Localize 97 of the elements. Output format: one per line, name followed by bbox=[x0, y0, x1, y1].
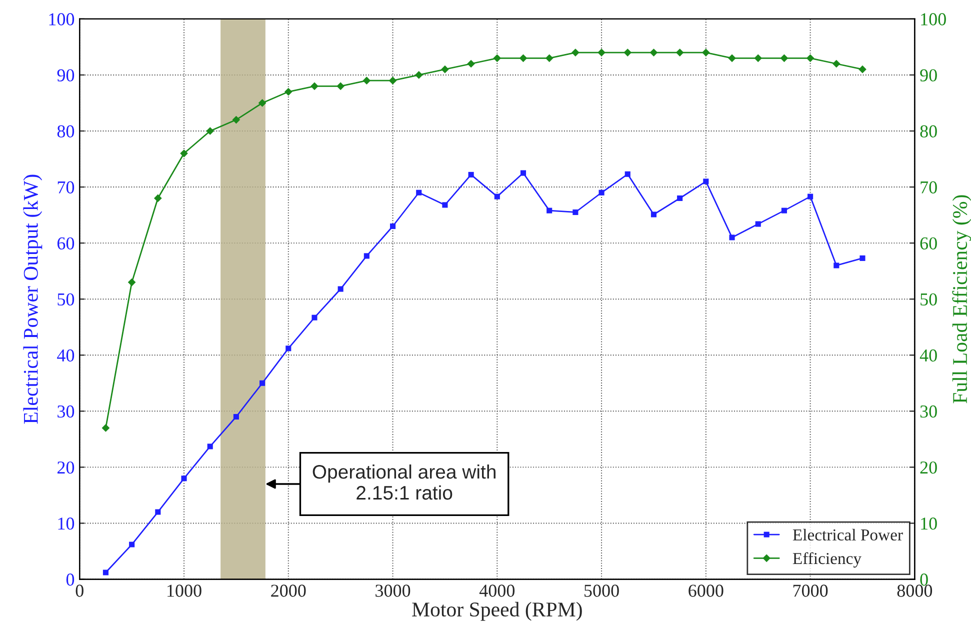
legend-label: Efficiency bbox=[792, 552, 862, 568]
y-tick-label: 60 bbox=[57, 237, 74, 250]
point bbox=[545, 54, 554, 62]
point bbox=[129, 542, 135, 548]
x-tick-label: 3000 bbox=[376, 584, 410, 597]
point bbox=[624, 48, 632, 56]
y-tick-label: 100 bbox=[49, 13, 74, 26]
y2-tick-label: 30 bbox=[920, 405, 937, 418]
point bbox=[858, 65, 866, 74]
point bbox=[181, 476, 187, 482]
point bbox=[754, 54, 762, 62]
point bbox=[677, 195, 683, 202]
point bbox=[207, 444, 213, 450]
y2-tick-label: 50 bbox=[920, 293, 937, 306]
point bbox=[467, 60, 475, 68]
y-tick-label: 30 bbox=[58, 405, 74, 418]
point bbox=[624, 171, 630, 177]
x-tick-label: 0 bbox=[76, 584, 84, 597]
legend-label: Electrical Power bbox=[792, 528, 903, 541]
point bbox=[546, 208, 552, 214]
point bbox=[729, 234, 735, 240]
y2-tick-label: 60 bbox=[920, 237, 937, 250]
point bbox=[442, 202, 448, 208]
point bbox=[780, 54, 788, 62]
x-axis-title: Motor Speed (RPM) bbox=[412, 602, 582, 621]
point bbox=[336, 82, 345, 90]
point bbox=[494, 194, 500, 200]
y-tick-label: 20 bbox=[58, 461, 74, 474]
point bbox=[312, 314, 318, 320]
point bbox=[598, 48, 606, 56]
y-axis-title: Electrical Power Output (kW) bbox=[23, 174, 42, 424]
point bbox=[232, 116, 240, 124]
point bbox=[832, 60, 840, 68]
point bbox=[702, 48, 710, 56]
point bbox=[441, 65, 449, 74]
point bbox=[519, 54, 528, 62]
point bbox=[128, 278, 136, 286]
y2-tick-label: 80 bbox=[920, 125, 937, 138]
point bbox=[260, 380, 266, 386]
y2-tick-label: 70 bbox=[920, 181, 937, 194]
point bbox=[755, 221, 761, 227]
point bbox=[180, 149, 188, 158]
point bbox=[155, 509, 161, 515]
x-tick-label: 2000 bbox=[271, 584, 306, 597]
point bbox=[834, 262, 840, 268]
y2-tick-label: 40 bbox=[920, 349, 937, 362]
point bbox=[390, 223, 396, 230]
point bbox=[258, 99, 266, 107]
point bbox=[388, 76, 397, 84]
y2-tick-label: 0 bbox=[920, 574, 928, 586]
y-tick-label: 50 bbox=[58, 293, 74, 306]
y-tick-label: 0 bbox=[66, 574, 74, 586]
point bbox=[310, 82, 318, 90]
y-tick-label: 40 bbox=[57, 349, 74, 362]
y-tick-label: 80 bbox=[57, 125, 74, 138]
point bbox=[362, 76, 371, 84]
y2-tick-label: 90 bbox=[920, 69, 937, 82]
y2-tick-label: 20 bbox=[920, 461, 937, 474]
point bbox=[364, 253, 370, 259]
point bbox=[206, 127, 214, 135]
point bbox=[598, 190, 604, 196]
y2-axis-title: Full Load Efficiency (%) bbox=[952, 195, 971, 404]
x-tick-label: 8000 bbox=[897, 584, 932, 597]
point bbox=[286, 346, 292, 352]
point bbox=[233, 414, 239, 420]
point bbox=[728, 54, 736, 62]
point bbox=[676, 48, 684, 56]
y-tick-label: 10 bbox=[58, 517, 74, 530]
y-tick-label: 90 bbox=[57, 69, 74, 82]
point bbox=[781, 208, 787, 214]
x-tick-label: 1000 bbox=[168, 584, 202, 597]
x-tick-label: 7000 bbox=[793, 584, 828, 597]
point bbox=[493, 54, 502, 62]
point bbox=[520, 170, 526, 176]
point bbox=[102, 424, 110, 432]
point bbox=[284, 88, 292, 96]
x-tick-label: 5000 bbox=[584, 584, 619, 597]
point bbox=[102, 570, 108, 576]
point bbox=[860, 255, 866, 261]
point bbox=[808, 194, 814, 200]
point bbox=[650, 212, 657, 218]
y2-tick-label: 100 bbox=[921, 13, 946, 26]
y-tick-label: 70 bbox=[58, 181, 74, 194]
annotation: Operational area with 2.15:1 ratio bbox=[312, 464, 496, 500]
x-tick-label: 6000 bbox=[688, 584, 724, 597]
point bbox=[338, 286, 344, 292]
point bbox=[572, 48, 580, 56]
point bbox=[650, 48, 658, 56]
point bbox=[572, 209, 578, 216]
x-tick-label: 4000 bbox=[479, 584, 515, 597]
point bbox=[414, 71, 423, 79]
point bbox=[468, 172, 474, 178]
y2-tick-label: 10 bbox=[921, 517, 937, 530]
point bbox=[416, 190, 422, 196]
point bbox=[154, 194, 162, 202]
point bbox=[806, 54, 814, 62]
point bbox=[703, 178, 709, 184]
